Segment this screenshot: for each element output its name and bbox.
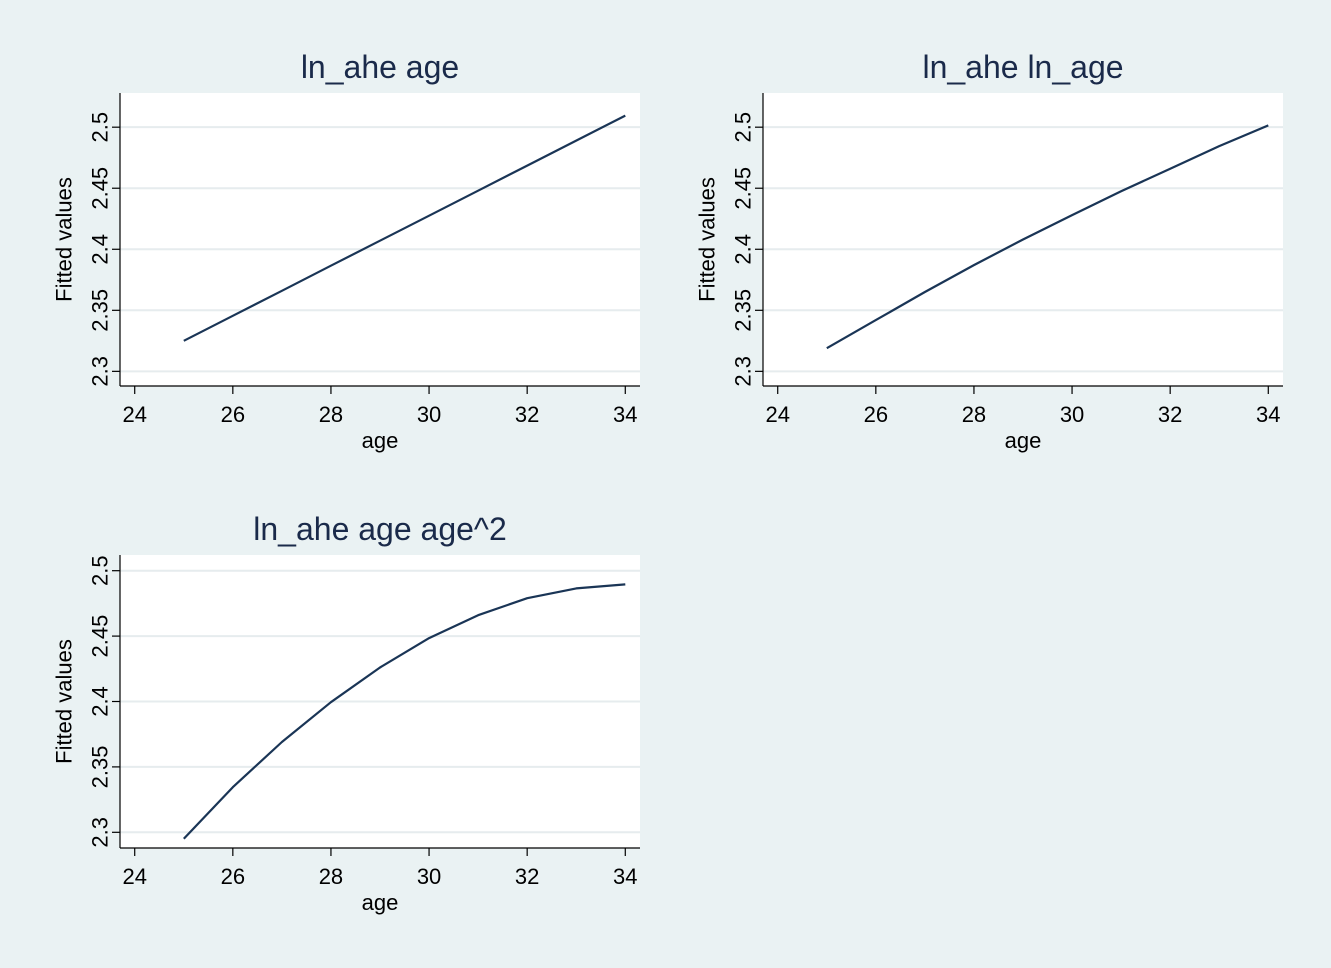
x-tick-label: 26 — [221, 402, 245, 427]
fitted-values-line — [826, 124, 1269, 350]
y-tick-label: 2.3 — [731, 356, 756, 387]
y-tick-label: 2.5 — [88, 112, 113, 143]
y-tick-label: 2.45 — [88, 615, 113, 658]
y-tick-label: 2.3 — [88, 817, 113, 848]
y-axis-title: Fitted values — [52, 177, 77, 302]
fitted-values-line — [183, 114, 626, 342]
x-tick-label: 32 — [515, 402, 539, 427]
x-tick-label: 26 — [221, 864, 245, 889]
y-tick-label: 2.5 — [731, 112, 756, 143]
chart-title: ln_ahe ln_age — [922, 49, 1123, 85]
x-tick-label: 28 — [319, 402, 343, 427]
chart-title: ln_ahe age — [301, 49, 459, 85]
y-tick-label: 2.4 — [731, 234, 756, 265]
x-tick-label: 34 — [613, 402, 637, 427]
x-axis-title: age — [362, 890, 399, 915]
chart-panel-3: 2.3 2.35 2.4 2.45 2.5 24 26 28 30 32 34 ln_ahe age … — [52, 511, 640, 915]
x-tick-label: 32 — [1158, 402, 1182, 427]
x-tick-label: 30 — [417, 402, 441, 427]
y-tick-label: 2.4 — [88, 686, 113, 717]
x-tick-label: 34 — [1256, 402, 1280, 427]
x-tick-label: 32 — [515, 864, 539, 889]
chart-title: ln_ahe age age^2 — [253, 511, 506, 547]
x-tick-label: 34 — [613, 864, 637, 889]
x-tick-label: 24 — [765, 402, 789, 427]
y-tick-label: 2.4 — [88, 234, 113, 265]
y-tick-label: 2.35 — [731, 289, 756, 332]
y-tick-label: 2.35 — [88, 745, 113, 788]
x-tick-label: 30 — [417, 864, 441, 889]
y-tick-label: 2.5 — [88, 555, 113, 586]
fitted-values-line — [183, 583, 626, 840]
x-tick-label: 26 — [864, 402, 888, 427]
x-axis-title: age — [362, 428, 399, 453]
y-tick-label: 2.45 — [731, 167, 756, 210]
x-tick-label: 30 — [1060, 402, 1084, 427]
chart-panel-1: 2.3 2.35 2.4 2.45 2.5 24 26 28 30 32 34 ln_ahe age a… — [52, 49, 640, 453]
chart-panel-2: 2.3 2.35 2.4 2.45 2.5 24 26 28 30 32 34 ln_ahe ln_a… — [695, 49, 1283, 453]
y-axis-title: Fitted values — [52, 639, 77, 764]
x-tick-label: 24 — [122, 864, 146, 889]
y-axis-title: Fitted values — [695, 177, 720, 302]
x-tick-label: 28 — [962, 402, 986, 427]
x-tick-label: 28 — [319, 864, 343, 889]
y-tick-label: 2.35 — [88, 289, 113, 332]
y-tick-label: 2.45 — [88, 167, 113, 210]
x-axis-title: age — [1005, 428, 1042, 453]
x-tick-label: 24 — [122, 402, 146, 427]
y-tick-label: 2.3 — [88, 356, 113, 387]
